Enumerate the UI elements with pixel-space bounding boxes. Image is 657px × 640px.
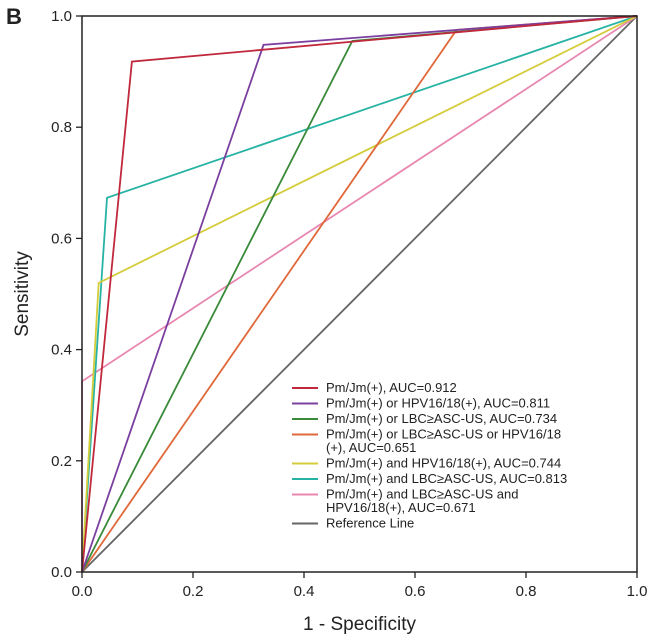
legend-entry-label: HPV16/18(+), AUC=0.671	[326, 500, 476, 515]
legend-entry-label: Pm/Jm(+) and LBC≥ASC-US and	[326, 487, 518, 502]
legend-entry-label: (+), AUC=0.651	[326, 440, 416, 455]
plot-frame	[81, 15, 638, 573]
x-tick-label: 0.2	[183, 583, 204, 600]
legend-entry-label: Pm/Jm(+) or LBC≥ASC-US or HPV16/18	[326, 427, 561, 442]
y-axis-title: Sensitivity	[12, 251, 33, 337]
y-tick-label: 0.0	[51, 564, 72, 581]
tick-layer: 0.0 0.2 0.4 0.6 0.8 1.0 0.0 0.2 0.4 0.6 0.8 1.0	[51, 8, 647, 600]
series-line-pm-jm-or-hpv16-18-auc-0-811	[81, 15, 638, 573]
x-tick-label: 1.0	[627, 583, 648, 600]
panel-label: B	[6, 4, 22, 29]
x-tick-label: 0.0	[72, 583, 93, 600]
x-tick-label: 0.4	[294, 583, 315, 600]
legend-entry-label: Pm/Jm(+) and HPV16/18(+), AUC=0.744	[326, 456, 561, 471]
x-axis-title: 1 - Specificity	[303, 614, 416, 635]
y-tick-label: 0.6	[51, 230, 72, 247]
legend-entry-label: Pm/Jm(+) and LBC≥ASC-US, AUC=0.813	[326, 471, 567, 486]
y-tick-label: 0.8	[51, 119, 72, 136]
y-tick-label: 0.4	[51, 342, 72, 359]
series-line-pm-jm-and-hpv16-18-auc-0-744	[81, 15, 638, 573]
y-tick-label: 0.2	[51, 453, 72, 470]
legend-box	[286, 380, 596, 541]
legend-entry-label: Pm/Jm(+), AUC=0.912	[326, 380, 457, 395]
y-tick-label: 1.0	[51, 8, 72, 25]
x-tick-label: 0.8	[516, 583, 537, 600]
x-tick-label: 0.6	[405, 583, 426, 600]
legend-entry-label: Pm/Jm(+) or LBC≥ASC-US, AUC=0.734	[326, 411, 557, 426]
legend-entry-label: Pm/Jm(+) or HPV16/18(+), AUC=0.811	[326, 396, 550, 411]
legend-entry-label: Reference Line	[326, 516, 414, 531]
series-line-reference-line	[81, 15, 638, 573]
series-line-pm-jm-and-lbc-asc-us-auc-0-813	[81, 15, 638, 573]
series-line-pm-jm-auc-0-912	[81, 15, 638, 573]
